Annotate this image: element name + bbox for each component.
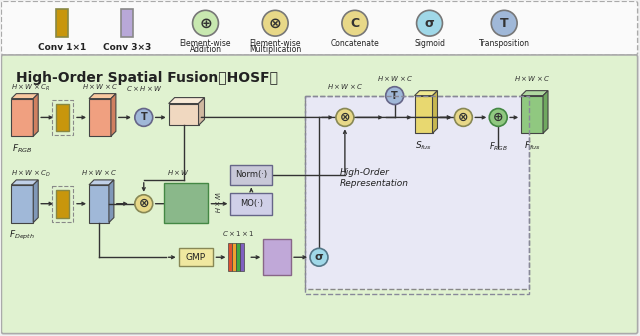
Circle shape bbox=[310, 248, 328, 266]
FancyBboxPatch shape bbox=[241, 243, 244, 271]
Circle shape bbox=[336, 109, 354, 126]
FancyBboxPatch shape bbox=[1, 55, 637, 334]
Text: $H\times W\times C_R$: $H\times W\times C_R$ bbox=[12, 82, 51, 93]
Text: High-Order Spatial Fusion（HOSF）: High-Order Spatial Fusion（HOSF） bbox=[17, 71, 278, 85]
FancyBboxPatch shape bbox=[56, 190, 69, 218]
Text: $H\times W\times C$: $H\times W\times C$ bbox=[82, 82, 118, 91]
Text: $S_{fus}$: $S_{fus}$ bbox=[415, 139, 432, 152]
FancyBboxPatch shape bbox=[1, 1, 637, 55]
Polygon shape bbox=[109, 180, 114, 222]
Circle shape bbox=[454, 109, 472, 126]
Text: GMP: GMP bbox=[186, 253, 206, 262]
Circle shape bbox=[489, 109, 507, 126]
Circle shape bbox=[342, 10, 368, 36]
FancyBboxPatch shape bbox=[236, 243, 241, 271]
Text: T: T bbox=[391, 91, 398, 100]
FancyBboxPatch shape bbox=[56, 103, 69, 131]
Text: $H\times W\times C$: $H\times W\times C$ bbox=[514, 74, 550, 83]
Polygon shape bbox=[169, 97, 205, 103]
Polygon shape bbox=[89, 94, 116, 98]
FancyBboxPatch shape bbox=[89, 185, 109, 222]
Text: Transposition: Transposition bbox=[479, 39, 530, 48]
Text: $F_{Depth}$: $F_{Depth}$ bbox=[10, 228, 35, 242]
Circle shape bbox=[135, 195, 153, 213]
Polygon shape bbox=[12, 94, 38, 98]
Text: ⊗: ⊗ bbox=[138, 197, 149, 210]
Polygon shape bbox=[33, 180, 38, 222]
Text: C: C bbox=[350, 17, 360, 30]
Polygon shape bbox=[89, 180, 114, 185]
FancyBboxPatch shape bbox=[121, 9, 133, 37]
FancyBboxPatch shape bbox=[179, 248, 214, 266]
FancyBboxPatch shape bbox=[230, 165, 272, 185]
Text: ⊗: ⊗ bbox=[340, 111, 350, 124]
FancyBboxPatch shape bbox=[89, 98, 111, 136]
Polygon shape bbox=[433, 91, 438, 133]
Text: $F_{fus}$: $F_{fus}$ bbox=[524, 139, 540, 152]
FancyBboxPatch shape bbox=[521, 96, 543, 133]
FancyBboxPatch shape bbox=[232, 243, 236, 271]
Text: T: T bbox=[140, 113, 147, 122]
Circle shape bbox=[492, 10, 517, 36]
Text: $H\times W\times C$: $H\times W\times C$ bbox=[327, 82, 363, 91]
Text: Sigmoid: Sigmoid bbox=[414, 39, 445, 48]
Text: $H\times W\times C$: $H\times W\times C$ bbox=[376, 74, 413, 83]
Text: ⊕: ⊕ bbox=[199, 16, 212, 31]
Text: ⊗: ⊗ bbox=[269, 16, 282, 31]
Text: Conv 3×3: Conv 3×3 bbox=[102, 43, 151, 52]
Text: Norm(·): Norm(·) bbox=[236, 170, 268, 179]
FancyBboxPatch shape bbox=[169, 103, 198, 125]
Polygon shape bbox=[111, 94, 116, 136]
Text: σ: σ bbox=[315, 252, 323, 262]
Circle shape bbox=[135, 109, 153, 126]
FancyBboxPatch shape bbox=[305, 96, 529, 289]
FancyBboxPatch shape bbox=[228, 243, 232, 271]
Text: $C\times 1\times 1$: $C\times 1\times 1$ bbox=[222, 229, 255, 239]
Circle shape bbox=[262, 10, 288, 36]
Polygon shape bbox=[521, 91, 548, 96]
Text: $W\times H$: $W\times H$ bbox=[212, 192, 221, 214]
FancyBboxPatch shape bbox=[415, 96, 433, 133]
FancyBboxPatch shape bbox=[230, 193, 272, 215]
Polygon shape bbox=[543, 91, 548, 133]
FancyBboxPatch shape bbox=[12, 98, 33, 136]
Text: $H\times W\times C_D$: $H\times W\times C_D$ bbox=[12, 169, 51, 179]
Text: T: T bbox=[500, 17, 509, 30]
Text: Element-wise: Element-wise bbox=[250, 39, 301, 48]
Text: Concatenate: Concatenate bbox=[330, 39, 380, 48]
Polygon shape bbox=[415, 91, 438, 96]
Text: $H\times W$: $H\times W$ bbox=[167, 168, 190, 177]
Text: $C\times H\times W$: $C\times H\times W$ bbox=[125, 84, 162, 93]
FancyBboxPatch shape bbox=[56, 9, 68, 37]
Circle shape bbox=[193, 10, 218, 36]
FancyBboxPatch shape bbox=[12, 185, 33, 222]
Text: Multiplication: Multiplication bbox=[249, 45, 301, 54]
Text: $F_{RGB}$: $F_{RGB}$ bbox=[489, 140, 508, 153]
Circle shape bbox=[386, 87, 404, 104]
Polygon shape bbox=[12, 180, 38, 185]
FancyBboxPatch shape bbox=[164, 183, 209, 222]
FancyBboxPatch shape bbox=[263, 240, 291, 275]
Text: Addition: Addition bbox=[189, 45, 221, 54]
Text: High-Order
Representation: High-Order Representation bbox=[340, 168, 409, 187]
Text: Conv 1×1: Conv 1×1 bbox=[38, 43, 86, 52]
Text: ⊕: ⊕ bbox=[493, 111, 504, 124]
Text: $F_{RGB}$: $F_{RGB}$ bbox=[12, 142, 33, 155]
Circle shape bbox=[417, 10, 442, 36]
Text: $H\times W\times C$: $H\times W\times C$ bbox=[81, 168, 117, 177]
Text: ⊗: ⊗ bbox=[458, 111, 468, 124]
Polygon shape bbox=[33, 94, 38, 136]
Text: Element-wise: Element-wise bbox=[180, 39, 231, 48]
Text: σ: σ bbox=[425, 17, 435, 30]
Polygon shape bbox=[198, 97, 205, 125]
Text: MO(·): MO(·) bbox=[240, 199, 263, 208]
